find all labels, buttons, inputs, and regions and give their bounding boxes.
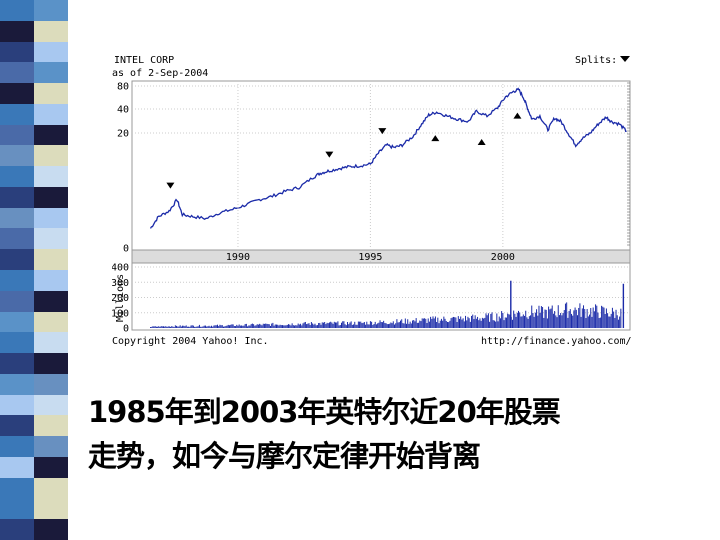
- splits-legend-marker: [620, 56, 630, 62]
- stripe-block: [34, 249, 68, 271]
- volume-y-axis: 400 300 200 100 0: [112, 263, 129, 335]
- volume-tick-label: 200: [112, 293, 129, 304]
- stripe-block: [34, 228, 68, 250]
- stripe-block: [0, 394, 34, 416]
- stripe-block: [34, 373, 68, 396]
- year-tick-label: 1995: [358, 252, 382, 263]
- volume-axis-label: Millions: [115, 274, 126, 322]
- price-series-line: [149, 87, 627, 229]
- stripe-block: [34, 83, 68, 105]
- stripe-block: [0, 103, 34, 126]
- stripe-block: [0, 83, 34, 105]
- volume-bars: [150, 280, 625, 328]
- price-tick-label: 0: [123, 244, 129, 255]
- stripe-block: [0, 290, 34, 313]
- stripe-block: [0, 228, 34, 250]
- split-marker: [431, 135, 440, 142]
- price-panel: [131, 80, 631, 251]
- stripe-block: [34, 62, 68, 84]
- split-marker: [378, 128, 387, 135]
- stripe-block: [34, 270, 68, 292]
- stripe-block: [0, 311, 34, 333]
- split-marker: [477, 139, 486, 146]
- price-y-axis: 80 40 20 0: [117, 82, 129, 255]
- caption-line-1: 1985年到2003年英特尔近20年股票: [88, 395, 561, 429]
- split-marker: [325, 151, 334, 158]
- source-url: http://finance.yahoo.com/: [481, 336, 632, 347]
- price-tick-label: 80: [117, 82, 129, 93]
- stripe-block: [34, 145, 68, 167]
- stripe-block: [34, 477, 68, 499]
- volume-tick-label: 300: [112, 278, 129, 289]
- stripe-block: [0, 353, 34, 375]
- stripe-block: [0, 41, 34, 63]
- splits-label: Splits:: [575, 55, 617, 66]
- stripe-block: [0, 62, 34, 84]
- stripe-block: [34, 103, 68, 126]
- stripe-block: [34, 124, 68, 146]
- stripe-block: [34, 207, 68, 229]
- stripe-block: [0, 166, 34, 188]
- stripe-block: [34, 456, 68, 479]
- copyright-text: Copyright 2004 Yahoo! Inc.: [112, 336, 269, 347]
- company-name: INTEL CORP: [114, 55, 174, 66]
- stripe-block: [34, 290, 68, 313]
- volume-tick-label: 0: [123, 324, 129, 335]
- stripe-block: [34, 353, 68, 375]
- stripe-block: [34, 498, 68, 520]
- volume-tick-label: 400: [112, 263, 129, 274]
- split-marker: [513, 112, 522, 119]
- stripe-block: [34, 0, 68, 22]
- volume-grid: [132, 266, 630, 314]
- split-marker: [166, 182, 175, 189]
- decorative-stripe: [0, 0, 68, 540]
- caption: 1985年到2003年英特尔近20年股票 走势，如今与摩尔定律开始背离: [88, 390, 688, 478]
- stripe-block: [0, 145, 34, 167]
- stripe-block: [34, 332, 68, 354]
- stripe-block: [34, 166, 68, 188]
- stripe-block: [0, 332, 34, 354]
- stripe-block: [0, 124, 34, 146]
- volume-tick-label: 100: [112, 308, 129, 319]
- stripe-block: [34, 415, 68, 437]
- stripe-block: [34, 519, 68, 540]
- stripe-block: [0, 456, 34, 479]
- intel-stock-chart: INTEL CORP as of 2-Sep-2004 Splits: 80 40…: [112, 55, 632, 347]
- stripe-block: [0, 207, 34, 229]
- stripe-block: [0, 436, 34, 458]
- stripe-block: [0, 186, 34, 209]
- year-tick-label: 2000: [491, 252, 515, 263]
- stripe-block: [0, 477, 34, 499]
- stripe-block: [0, 20, 34, 43]
- stripe-block: [0, 519, 34, 540]
- price-grid: [132, 82, 630, 246]
- stripe-block: [34, 394, 68, 416]
- stripe-block: [34, 311, 68, 333]
- stripe-block: [0, 373, 34, 396]
- stripe-block: [0, 415, 34, 437]
- split-markers: [166, 112, 522, 189]
- stripe-block: [34, 186, 68, 209]
- volume-panel: [131, 262, 631, 331]
- stripe-block: [0, 0, 34, 22]
- price-tick-label: 40: [117, 105, 129, 116]
- stripe-block: [34, 436, 68, 458]
- caption-line-2: 走势，如今与摩尔定律开始背离: [88, 439, 481, 473]
- stripe-block: [34, 20, 68, 43]
- year-tick-label: 1990: [226, 252, 250, 263]
- stripe-block: [34, 41, 68, 63]
- as-of-date: as of 2-Sep-2004: [112, 68, 208, 79]
- stripe-block: [0, 498, 34, 520]
- stripe-block: [0, 270, 34, 292]
- stripe-block: [0, 249, 34, 271]
- price-tick-label: 20: [117, 129, 129, 140]
